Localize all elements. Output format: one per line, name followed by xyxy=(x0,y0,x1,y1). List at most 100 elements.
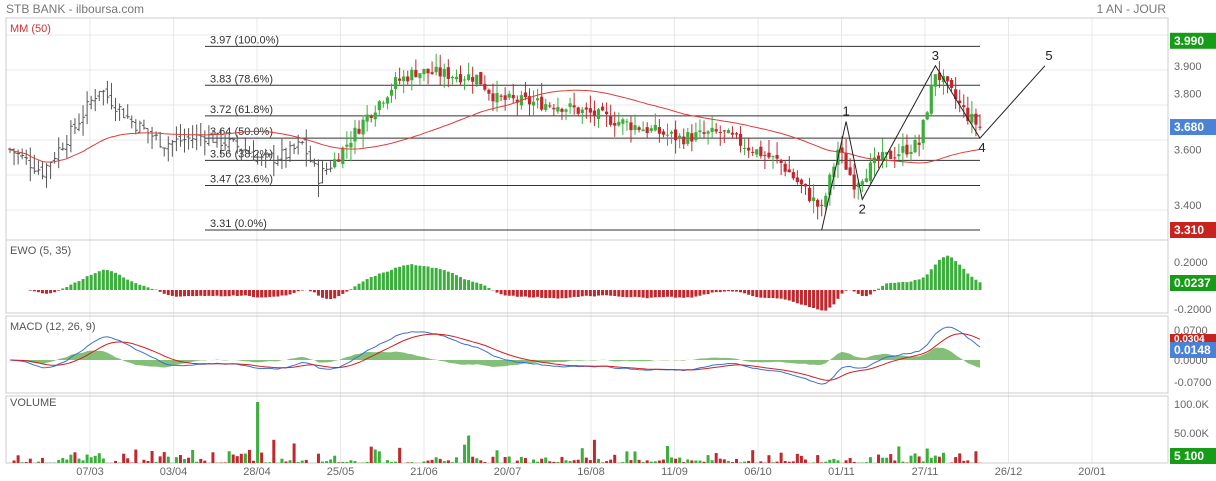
candle-body xyxy=(909,151,913,154)
volume-bar xyxy=(280,458,284,463)
ewo-bar xyxy=(272,290,276,297)
candle-body xyxy=(657,127,661,134)
ewo-bar xyxy=(442,270,446,290)
volume-bar xyxy=(950,462,954,463)
fibonacci-label: 3.83 (78.6%) xyxy=(210,73,273,85)
ewo-bar xyxy=(674,290,678,298)
volume-bar xyxy=(686,459,690,463)
volume-bar xyxy=(471,456,475,463)
volume-bar xyxy=(682,462,686,463)
ewo-bar xyxy=(166,290,170,296)
ewo-bar xyxy=(621,290,625,297)
candle-body xyxy=(738,133,743,146)
ewo-bar xyxy=(605,290,609,296)
volume-bar xyxy=(836,460,840,463)
volume-bar xyxy=(929,457,933,463)
volume-bar xyxy=(515,460,519,463)
volume-bar xyxy=(568,461,572,463)
candle-body xyxy=(791,172,795,179)
fibonacci-label: 3.97 (100.0%) xyxy=(210,34,279,46)
volume-bar xyxy=(256,402,260,463)
ewo-bar xyxy=(584,290,588,296)
ewo-bar xyxy=(292,290,296,293)
volume-bar xyxy=(260,452,264,463)
volume-bar xyxy=(406,462,410,463)
ewo-bar xyxy=(544,290,548,299)
fibonacci-label: 3.72 (61.8%) xyxy=(210,104,273,116)
volume-bar xyxy=(645,460,649,463)
ewo-bar xyxy=(864,290,868,297)
volume-bar xyxy=(954,457,958,463)
candle-body xyxy=(714,129,718,132)
candle-body xyxy=(568,103,572,107)
ewo-axis-tick: 0.2000 xyxy=(1174,257,1208,269)
candle-body xyxy=(341,147,345,165)
candle-body xyxy=(556,107,560,112)
ewo-bar xyxy=(187,290,191,297)
ewo-bar xyxy=(479,283,483,290)
ewo-bar xyxy=(377,273,381,290)
ewo-bar xyxy=(637,290,641,298)
volume-bar xyxy=(187,457,191,463)
ewo-bar xyxy=(227,290,231,297)
ewo-bar xyxy=(150,288,154,290)
candle-body xyxy=(718,131,722,133)
volume-bar xyxy=(921,461,925,463)
ewo-bar xyxy=(69,284,73,290)
candle-body xyxy=(690,133,694,142)
candle-body xyxy=(434,66,438,73)
ewo-bar xyxy=(649,290,653,298)
ewo-bar xyxy=(199,290,203,296)
volume-bar xyxy=(410,462,414,463)
volume-bar xyxy=(321,461,325,463)
candle-body xyxy=(978,126,982,128)
volume-bar xyxy=(641,462,645,463)
ewo-bar xyxy=(288,290,292,295)
candle-body xyxy=(617,121,621,126)
ewo-bar xyxy=(536,290,540,297)
ewo-bar xyxy=(381,272,385,290)
x-axis-tick: 20/01 xyxy=(1078,466,1106,478)
ewo-bar xyxy=(937,259,941,290)
volume-bar xyxy=(467,435,471,463)
fibonacci-label: 3.47 (23.6%) xyxy=(210,173,273,185)
ewo-bar xyxy=(645,290,649,299)
macd-axis-tick: -0.0700 xyxy=(1174,377,1211,389)
volume-bar xyxy=(442,461,446,463)
candle-body xyxy=(893,157,897,159)
volume-bar xyxy=(174,457,178,463)
period-label[interactable]: 1 AN - JOUR xyxy=(1096,2,1166,16)
volume-bar xyxy=(779,452,783,463)
ewo-bar xyxy=(572,290,576,297)
ewo-bar xyxy=(97,271,101,290)
x-axis-tick: 01/11 xyxy=(828,466,855,478)
macd-signal-label: 0.0304 xyxy=(1174,334,1205,345)
volume-bar xyxy=(16,455,20,463)
volume-bar xyxy=(564,460,568,463)
volume-bar xyxy=(24,462,28,463)
candle-body xyxy=(933,74,937,87)
ewo-bar xyxy=(909,281,913,290)
candle-body xyxy=(536,98,540,101)
wave-label: 5 xyxy=(1045,48,1052,63)
candle-body xyxy=(442,68,446,77)
volume-bar xyxy=(864,462,868,463)
ewo-bar xyxy=(974,279,978,290)
ewo-bar xyxy=(682,290,686,298)
candle-body xyxy=(767,152,771,158)
candle-body xyxy=(970,113,974,123)
volume-bar xyxy=(576,459,580,463)
volume-bar xyxy=(77,458,81,463)
ewo-bar xyxy=(519,290,523,297)
ewo-bar xyxy=(264,290,268,298)
volume-bar xyxy=(552,461,556,463)
candle-body xyxy=(816,199,820,207)
volume-bar xyxy=(706,455,710,463)
ewo-bar xyxy=(820,290,824,311)
candle-body xyxy=(596,109,601,119)
volume-bar xyxy=(57,460,61,463)
candle-body xyxy=(544,104,548,110)
ewo-bar xyxy=(690,290,694,298)
ewo-bar xyxy=(268,290,272,297)
candle-body xyxy=(775,154,779,159)
